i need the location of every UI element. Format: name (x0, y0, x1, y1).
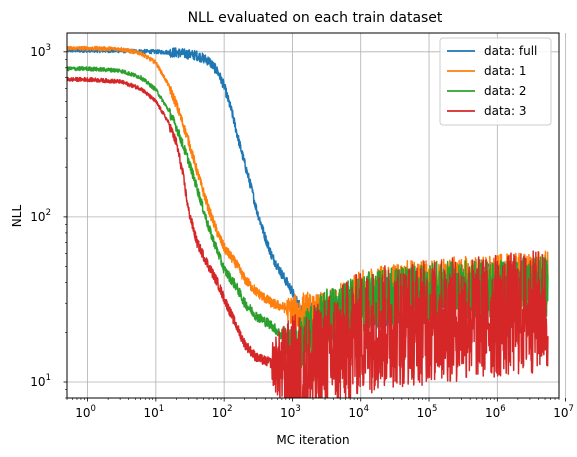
legend: data: full data: 1 data: 2 data: 3 (439, 37, 552, 126)
x-tick-label: 102 (212, 404, 233, 420)
x-tick-label: 107 (553, 404, 574, 420)
series-layer (67, 45, 549, 398)
x-tick-exponent: 6 (500, 404, 505, 414)
x-tick-exponent: 0 (90, 404, 95, 414)
chart-title: NLL evaluated on each train dataset (188, 10, 443, 26)
x-tick-label: 100 (75, 404, 96, 420)
y-axis-label: NLL (10, 205, 24, 228)
legend-label: data: 3 (484, 104, 527, 118)
x-tick-exponent: 2 (227, 404, 232, 414)
x-tick-label: 106 (485, 404, 506, 420)
x-axis-label: MC iteration (276, 433, 349, 447)
x-tick-exponent: 5 (432, 404, 437, 414)
legend-label: data: 1 (484, 64, 527, 78)
y-tick-label: 102 (30, 208, 51, 224)
series-line (67, 76, 549, 398)
x-tick-label: 101 (144, 404, 165, 420)
y-tick-label: 101 (30, 373, 51, 389)
series-line (67, 66, 549, 369)
y-tick-exponent: 1 (46, 373, 51, 383)
y-tick-exponent: 3 (46, 43, 51, 53)
x-tick-exponent: 7 (569, 404, 574, 414)
y-tick-label: 103 (30, 43, 51, 59)
x-tick-exponent: 4 (364, 404, 369, 414)
x-tick-label: 105 (417, 404, 438, 420)
x-tick-label: 104 (348, 404, 369, 420)
x-tick-exponent: 1 (159, 404, 164, 414)
legend-box (439, 37, 552, 126)
y-tick-exponent: 2 (46, 208, 51, 218)
x-tick-label: 103 (280, 404, 301, 420)
legend-label: data: full (484, 44, 537, 58)
x-tick-exponent: 3 (295, 404, 300, 414)
legend-label: data: 2 (484, 84, 527, 98)
